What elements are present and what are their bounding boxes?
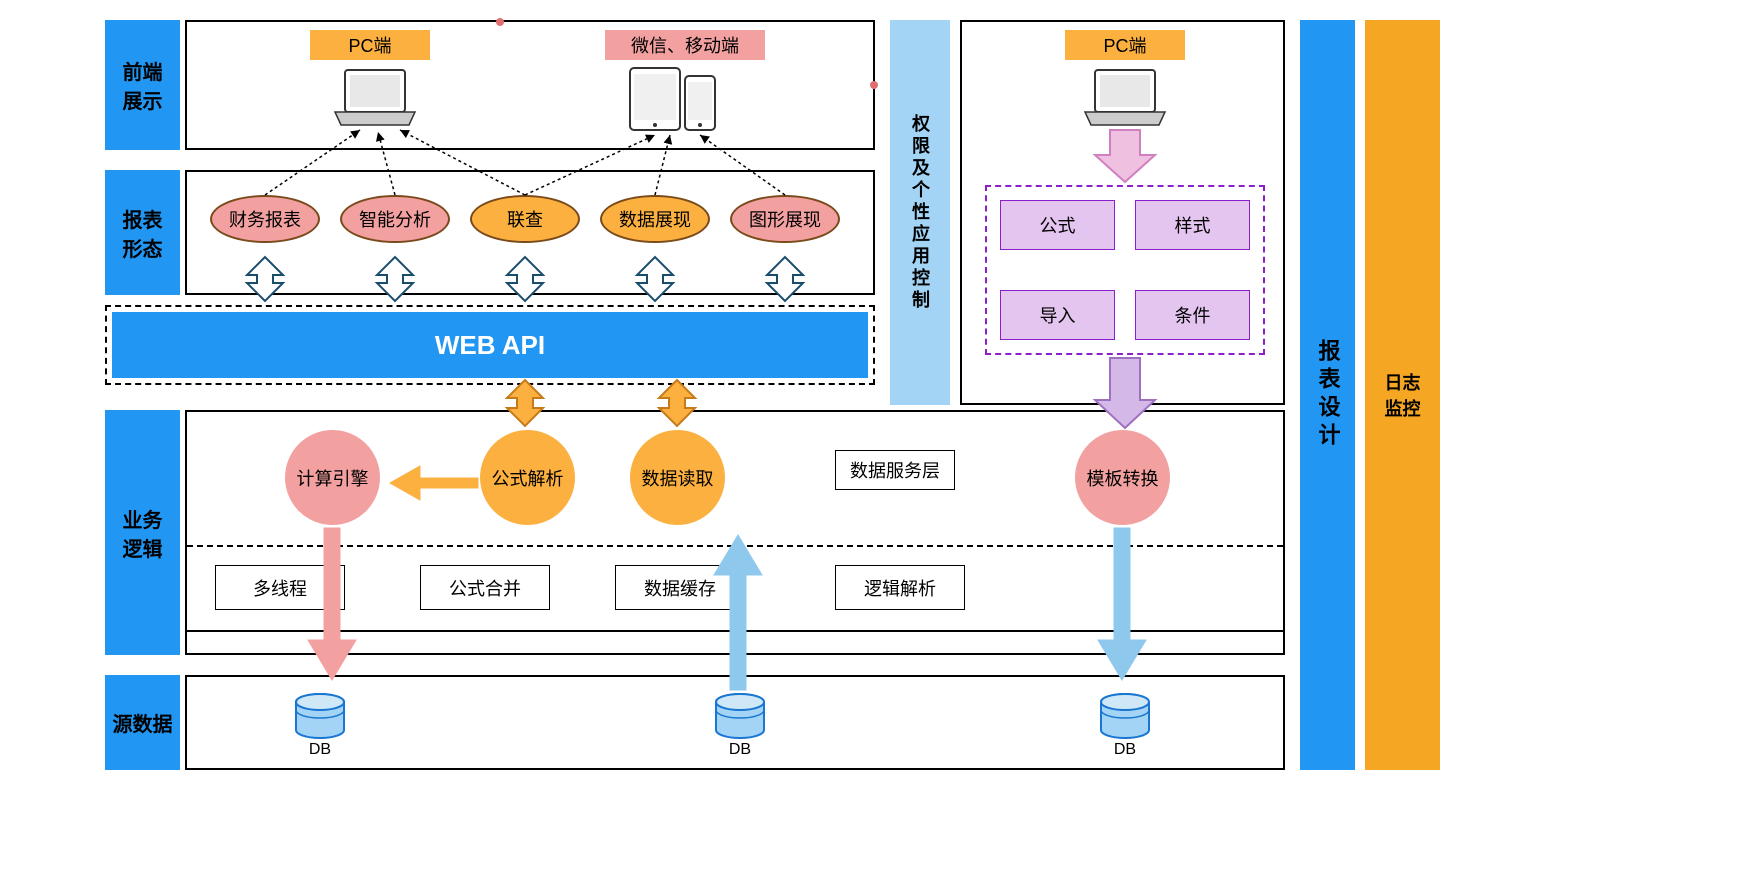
diagram-canvas: 前端 展示 报表 形态 业务 逻辑 源数据 权限及个性应用控制 报表设计 日志 …	[0, 0, 1753, 890]
data-service-label: 数据服务层	[835, 450, 955, 490]
purple-style: 样式	[1135, 200, 1250, 250]
circle-read: 数据读取	[630, 430, 725, 525]
logic-dashed	[187, 545, 1283, 547]
db-label-2: DB	[720, 740, 760, 760]
logic-solid-line	[187, 630, 1283, 632]
ellipse-smart: 智能分析	[340, 195, 450, 243]
circle-parse: 公式解析	[480, 430, 575, 525]
logic-merge: 公式合并	[420, 565, 550, 610]
logic-parse: 逻辑解析	[835, 565, 965, 610]
purple-cond: 条件	[1135, 290, 1250, 340]
tag-pc1: PC端	[310, 30, 430, 60]
circle-calc: 计算引擎	[285, 430, 380, 525]
db-label-1: DB	[300, 740, 340, 760]
ellipse-data: 数据展现	[600, 195, 710, 243]
row-frontend-box	[185, 20, 875, 150]
purple-formula: 公式	[1000, 200, 1115, 250]
db-label-3: DB	[1105, 740, 1145, 760]
logic-thread: 多线程	[215, 565, 345, 610]
row-label-forms: 报表 形态	[105, 170, 180, 295]
logic-cache: 数据缓存	[615, 565, 745, 610]
tag-pc2: PC端	[1065, 30, 1185, 60]
row-label-logic: 业务 逻辑	[105, 410, 180, 655]
row-label-frontend: 前端 展示	[105, 20, 180, 150]
permission-bar: 权限及个性应用控制	[890, 20, 950, 405]
design-bar: 报表设计	[1300, 20, 1355, 770]
purple-import: 导入	[1000, 290, 1115, 340]
ellipse-graph: 图形展现	[730, 195, 840, 243]
circle-template: 模板转换	[1075, 430, 1170, 525]
ellipse-finance: 财务报表	[210, 195, 320, 243]
log-bar: 日志 监控	[1365, 20, 1440, 770]
webapi-bar: WEB API	[112, 312, 868, 378]
row-label-source: 源数据	[105, 675, 180, 770]
ellipse-join: 联查	[470, 195, 580, 243]
tag-mobile: 微信、移动端	[605, 30, 765, 60]
